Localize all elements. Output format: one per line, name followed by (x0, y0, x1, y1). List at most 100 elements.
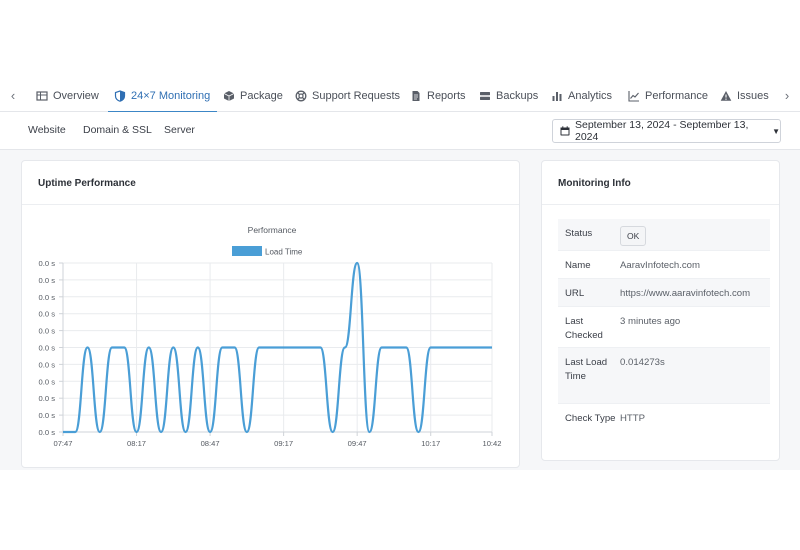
chart-title: Performance (248, 225, 297, 235)
data-point[interactable] (158, 429, 164, 435)
y-tick-label: 0.0 s (39, 377, 56, 386)
data-point[interactable] (428, 345, 434, 351)
monitoring-info-table: Status OK Name AaravInfotech.com URL htt… (558, 219, 770, 444)
y-tick-label: 0.0 s (39, 428, 56, 437)
calendar-icon (560, 126, 570, 136)
subnav-website[interactable]: Website (28, 124, 66, 136)
data-point[interactable] (281, 345, 287, 351)
data-point[interactable] (146, 345, 152, 351)
x-axis: 07:47 08:17 08:47 09:17 09:47 10:17 10:42 (53, 432, 502, 448)
tab-overview[interactable]: Overview (36, 80, 99, 112)
data-point[interactable] (293, 345, 299, 351)
card-title: Monitoring Info (542, 161, 779, 205)
x-tick-label: 09:17 (274, 439, 293, 448)
tab-label: Backups (496, 90, 539, 102)
box-icon (223, 90, 235, 102)
load-time-series-line (62, 261, 492, 434)
tab-bar: ‹ Overview 24×7 Monitoring Package Suppo… (0, 80, 800, 113)
tab-label: Performance (645, 90, 708, 102)
card-title: Uptime Performance (22, 161, 519, 205)
tab-label: Issues (737, 90, 769, 102)
data-point[interactable] (354, 260, 360, 266)
info-row-last-checked: Last Checked 3 minutes ago (558, 307, 770, 348)
info-value: HTTP (620, 413, 646, 424)
date-range-text: September 13, 2024 - September 13, 2024 (575, 119, 749, 143)
tab-label: Package (240, 90, 283, 102)
uptime-performance-card: Uptime Performance Performance Load Time… (21, 160, 520, 468)
performance-chart: Performance Load Time 0.0 s 0.0 s 0.0 s 0.0… (39, 225, 502, 448)
tab-label: 24×7 Monitoring (131, 90, 211, 102)
y-tick-label: 0.0 s (39, 360, 56, 369)
y-tick-label: 0.0 s (39, 327, 56, 336)
data-point[interactable] (134, 429, 140, 435)
data-point[interactable] (256, 345, 262, 351)
tab-reports[interactable]: Reports (410, 80, 466, 112)
info-label: Status (565, 228, 593, 239)
subnav-server[interactable]: Server (164, 124, 195, 136)
tab-backups[interactable]: Backups (479, 80, 538, 112)
info-row-last-load-time: Last Load Time 0.014273s (558, 348, 770, 404)
info-label: Name (565, 260, 591, 271)
data-point[interactable] (477, 345, 483, 351)
data-point[interactable] (305, 345, 311, 351)
data-point[interactable] (330, 429, 336, 435)
x-tick-label: 08:17 (127, 439, 146, 448)
data-point[interactable] (219, 345, 225, 351)
data-point[interactable] (97, 429, 103, 435)
info-value: 0.014273s (620, 357, 665, 368)
data-point[interactable] (317, 345, 323, 351)
warning-icon (720, 90, 732, 102)
data-point[interactable] (244, 429, 250, 435)
info-row-url: URL https://www.aaravinfotech.com (558, 279, 770, 307)
tab-support-requests[interactable]: Support Requests (295, 80, 400, 112)
data-point[interactable] (366, 429, 372, 435)
data-point[interactable] (85, 345, 91, 351)
data-point[interactable] (170, 345, 176, 351)
info-value: 3 minutes ago (620, 316, 681, 327)
caret-down-icon: ▼ (772, 126, 780, 136)
data-point[interactable] (207, 429, 213, 435)
scroll-right-arrow-icon[interactable]: › (784, 88, 790, 103)
info-value[interactable]: https://www.aaravinfotech.com (620, 288, 751, 299)
info-label: Check Type (565, 413, 616, 424)
tab-analytics[interactable]: Analytics (551, 80, 612, 112)
tab-monitoring[interactable]: 24×7 Monitoring (107, 80, 218, 113)
tab-package[interactable]: Package (223, 80, 283, 112)
chart-grid (62, 262, 493, 433)
data-point[interactable] (452, 345, 458, 351)
subnav-domain-ssl[interactable]: Domain & SSL (83, 124, 152, 136)
info-row-name: Name AaravInfotech.com (558, 251, 770, 279)
data-point[interactable] (342, 345, 348, 351)
data-point[interactable] (232, 345, 238, 351)
tab-label: Reports (427, 90, 466, 102)
data-point[interactable] (403, 345, 409, 351)
date-range-picker[interactable]: September 13, 2024 - September 13, 2024 … (552, 119, 781, 143)
data-point[interactable] (268, 345, 274, 351)
data-point[interactable] (415, 429, 421, 435)
status-badge: OK (620, 226, 647, 246)
data-point[interactable] (489, 345, 495, 351)
data-point[interactable] (121, 345, 127, 351)
shield-icon (114, 90, 126, 102)
data-point[interactable] (109, 345, 115, 351)
data-point[interactable] (464, 345, 470, 351)
performance-chart-container: Performance Load Time 0.0 s 0.0 s 0.0 s 0.0… (22, 205, 521, 467)
info-row-check-type: Check Type HTTP (558, 404, 770, 444)
data-point[interactable] (60, 429, 66, 435)
data-point[interactable] (391, 345, 397, 351)
line-chart-icon (628, 90, 640, 102)
data-point[interactable] (72, 429, 78, 435)
legend-label[interactable]: Load Time (265, 248, 303, 257)
data-point[interactable] (440, 345, 446, 351)
tab-label: Overview (53, 90, 99, 102)
x-tick-label: 10:42 (482, 439, 501, 448)
y-axis: 0.0 s 0.0 s 0.0 s 0.0 s 0.0 s 0.0 s 0.0 s 0.0 s… (39, 259, 63, 437)
lifebuoy-icon (295, 90, 307, 102)
document-icon (410, 90, 422, 102)
scroll-left-arrow-icon[interactable]: ‹ (10, 88, 16, 103)
tab-issues[interactable]: Issues (720, 80, 769, 112)
data-point[interactable] (195, 345, 201, 351)
data-point[interactable] (379, 345, 385, 351)
data-point[interactable] (183, 429, 189, 435)
tab-performance[interactable]: Performance (628, 80, 708, 112)
